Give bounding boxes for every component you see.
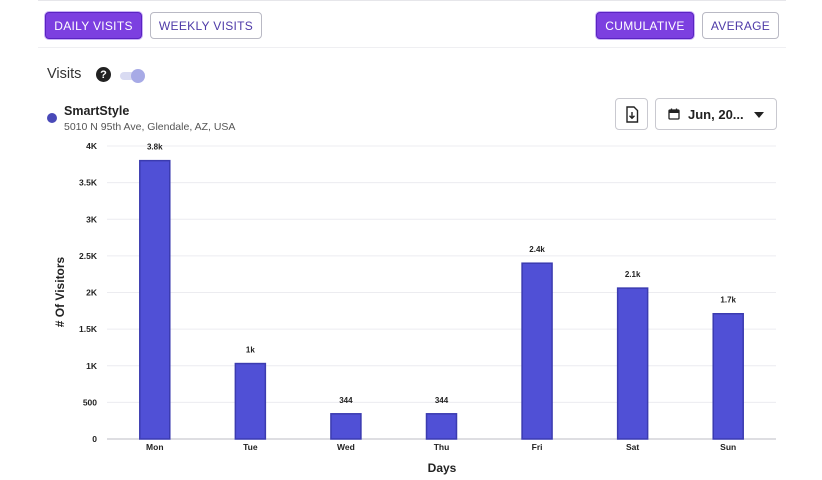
bar-thu[interactable] xyxy=(425,413,458,440)
visits-toggle[interactable] xyxy=(120,69,146,83)
legend-dot-icon xyxy=(47,113,57,123)
store-name: SmartStyle xyxy=(64,104,130,118)
bar-mon[interactable] xyxy=(139,159,171,440)
y-tick-label: 3K xyxy=(86,214,98,224)
y-tick-label: 2.5K xyxy=(79,251,98,261)
bar-sun[interactable] xyxy=(712,312,744,440)
download-icon xyxy=(625,105,638,123)
x-tick-label: Sat xyxy=(626,442,639,452)
x-tick-label: Mon xyxy=(146,442,163,452)
cumulative-button[interactable]: CUMULATIVE xyxy=(596,12,694,39)
data-label-mon: 3.8k xyxy=(147,143,163,152)
y-axis-title: # Of Visitors xyxy=(53,256,67,327)
chevron-down-icon xyxy=(754,112,764,118)
y-tick-label: 1K xyxy=(86,361,98,371)
y-tick-label: 500 xyxy=(83,397,97,407)
x-tick-label: Tue xyxy=(243,442,258,452)
data-label-sun: 1.7k xyxy=(720,296,736,305)
help-icon[interactable]: ? xyxy=(96,67,111,82)
data-label-fri: 2.4k xyxy=(529,245,545,254)
data-label-thu: 344 xyxy=(435,396,449,405)
visits-label: Visits xyxy=(47,66,82,82)
bar-wed[interactable] xyxy=(330,413,362,440)
bar-sat[interactable] xyxy=(616,287,649,440)
store-address: 5010 N 95th Ave, Glendale, AZ, USA xyxy=(64,121,236,133)
data-label-wed: 344 xyxy=(339,396,353,405)
y-tick-label: 3.5K xyxy=(79,178,98,188)
bar-fri[interactable] xyxy=(521,262,553,440)
calendar-icon xyxy=(668,108,680,120)
data-label-tue: 1k xyxy=(246,346,255,355)
toggle-knob xyxy=(131,69,145,83)
date-picker-label: Jun, 20... xyxy=(688,106,744,122)
x-axis-ticks: Mon Tue Wed Thu Fri Sat Sun xyxy=(146,442,736,452)
bars: 3.8k 1k 344 344 2.4k 2.1k 1.7k xyxy=(139,143,744,440)
daily-visits-tab[interactable]: DAILY VISITS xyxy=(45,12,142,39)
y-axis-ticks: 0 500 1K 1.5K 2K 2.5K 3K 3.5K 4K xyxy=(79,141,98,444)
y-tick-label: 0 xyxy=(92,434,97,444)
x-tick-label: Thu xyxy=(434,442,450,452)
download-button[interactable] xyxy=(615,98,648,130)
data-label-sat: 2.1k xyxy=(625,270,641,279)
x-tick-label: Wed xyxy=(337,442,355,452)
y-tick-label: 2K xyxy=(86,288,98,298)
bar-tue[interactable] xyxy=(234,362,267,440)
weekly-visits-tab[interactable]: WEEKLY VISITS xyxy=(150,12,262,39)
top-divider xyxy=(38,0,786,1)
x-axis-title: Days xyxy=(428,461,457,475)
header-divider xyxy=(38,47,786,48)
x-tick-label: Sun xyxy=(720,442,736,452)
x-tick-label: Fri xyxy=(532,442,543,452)
y-tick-label: 4K xyxy=(86,141,98,151)
grid-lines xyxy=(107,145,776,440)
date-picker-button[interactable]: Jun, 20... xyxy=(655,98,777,130)
average-button[interactable]: AVERAGE xyxy=(702,12,779,39)
y-tick-label: 1.5K xyxy=(79,324,98,334)
